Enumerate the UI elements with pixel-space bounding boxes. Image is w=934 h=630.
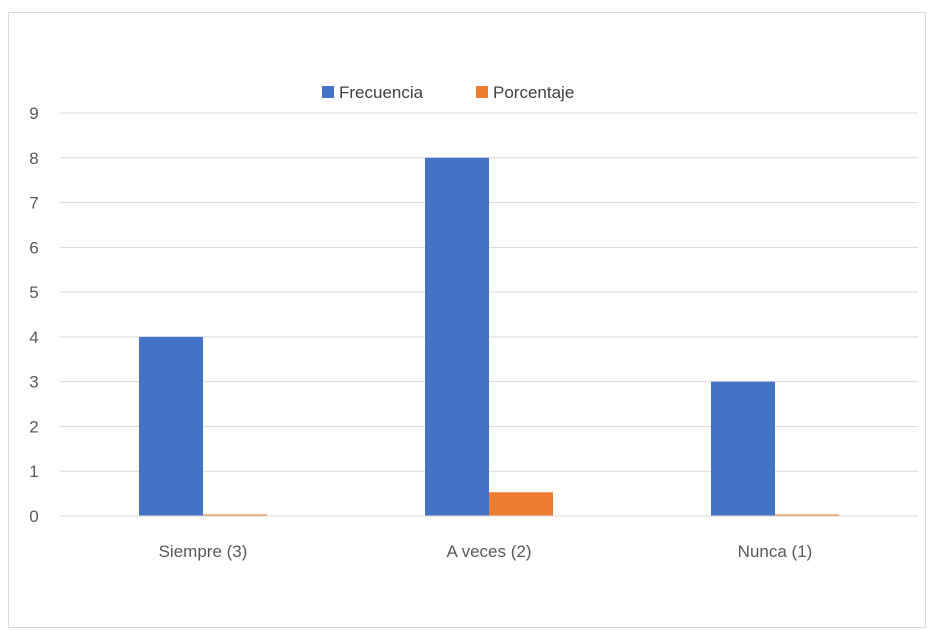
bar-porcentaje-1 [489, 492, 553, 516]
legend-swatch-porcentaje [476, 86, 488, 98]
y-tick-label: 6 [29, 238, 38, 257]
y-tick-label: 0 [29, 507, 38, 526]
y-tick-label: 5 [29, 283, 38, 302]
legend-label-porcentaje: Porcentaje [493, 83, 574, 102]
x-tick-label: A veces (2) [446, 542, 531, 561]
bar-frecuencia-0 [139, 336, 203, 516]
x-tick-label: Siempre (3) [159, 542, 248, 561]
legend: Frecuencia Porcentaje [322, 83, 574, 102]
y-tick-label: 8 [29, 149, 38, 168]
y-tick-label: 4 [29, 328, 38, 347]
y-tick-label: 2 [29, 417, 38, 436]
bar-frecuencia-1 [425, 157, 489, 516]
bar-porcentaje-2 [775, 514, 839, 516]
y-tick-label: 9 [29, 104, 38, 123]
legend-label-frecuencia: Frecuencia [339, 83, 424, 102]
bar-frecuencia-2 [711, 381, 775, 516]
y-tick-label: 1 [29, 462, 38, 481]
y-axis: 0 1 2 3 4 5 6 7 8 9 [29, 104, 38, 526]
y-tick-label: 3 [29, 373, 38, 392]
legend-swatch-frecuencia [322, 86, 334, 98]
y-tick-label: 7 [29, 194, 38, 213]
bar-porcentaje-0 [203, 514, 267, 516]
x-axis: Siempre (3) A veces (2) Nunca (1) [159, 542, 813, 561]
bars [139, 157, 839, 516]
x-tick-label: Nunca (1) [738, 542, 813, 561]
